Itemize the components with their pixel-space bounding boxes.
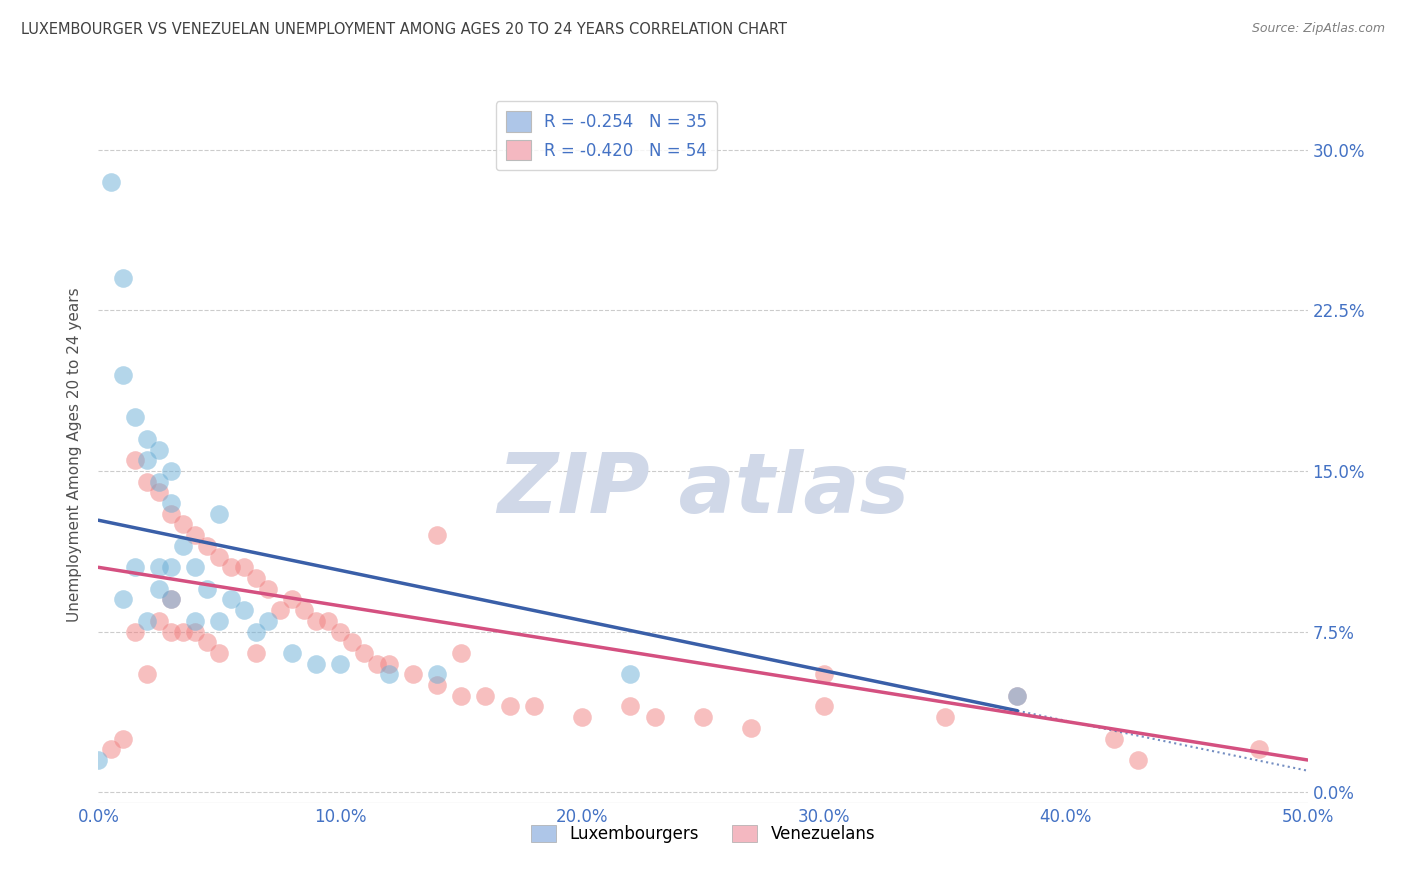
Point xyxy=(100,742,122,756)
Legend: R = -0.254   N = 35, R = -0.420   N = 54: R = -0.254 N = 35, R = -0.420 N = 54 xyxy=(495,102,717,170)
Point xyxy=(426,667,449,681)
Point xyxy=(111,592,134,607)
Text: LUXEMBOURGER VS VENEZUELAN UNEMPLOYMENT AMONG AGES 20 TO 24 YEARS CORRELATION CH: LUXEMBOURGER VS VENEZUELAN UNEMPLOYMENT … xyxy=(21,22,787,37)
Point xyxy=(135,667,157,681)
Point xyxy=(342,635,364,649)
Point xyxy=(353,646,375,660)
Point xyxy=(160,507,183,521)
Point xyxy=(281,646,304,660)
Point xyxy=(148,485,170,500)
Point xyxy=(377,667,399,681)
Point xyxy=(135,614,157,628)
Point xyxy=(124,410,146,425)
Point xyxy=(305,614,328,628)
Point xyxy=(135,432,157,446)
Point xyxy=(221,592,243,607)
Point xyxy=(172,517,194,532)
Point xyxy=(148,614,170,628)
Point xyxy=(256,614,278,628)
Point xyxy=(329,624,352,639)
Point xyxy=(160,592,183,607)
Point xyxy=(208,549,231,564)
Point xyxy=(571,710,593,724)
Point xyxy=(450,689,472,703)
Point xyxy=(450,646,472,660)
Point xyxy=(1128,753,1150,767)
Point xyxy=(269,603,291,617)
Point xyxy=(208,646,231,660)
Point xyxy=(1249,742,1271,756)
Point xyxy=(316,614,339,628)
Point xyxy=(281,592,304,607)
Point xyxy=(148,560,170,574)
Point xyxy=(148,475,170,489)
Point xyxy=(221,560,243,574)
Point xyxy=(619,667,641,681)
Point xyxy=(232,560,254,574)
Point xyxy=(135,475,157,489)
Point xyxy=(148,582,170,596)
Point xyxy=(232,603,254,617)
Point xyxy=(1007,689,1029,703)
Point xyxy=(160,592,183,607)
Point xyxy=(208,507,231,521)
Point xyxy=(426,678,449,692)
Point xyxy=(256,582,278,596)
Point xyxy=(160,464,183,478)
Point xyxy=(402,667,425,681)
Text: ZIP atlas: ZIP atlas xyxy=(496,450,910,530)
Text: Source: ZipAtlas.com: Source: ZipAtlas.com xyxy=(1251,22,1385,36)
Point xyxy=(523,699,546,714)
Point xyxy=(184,624,207,639)
Point xyxy=(245,624,267,639)
Point xyxy=(184,614,207,628)
Point xyxy=(619,699,641,714)
Point xyxy=(292,603,315,617)
Point xyxy=(172,539,194,553)
Point xyxy=(100,175,122,189)
Point xyxy=(160,560,183,574)
Point xyxy=(329,657,352,671)
Point xyxy=(377,657,399,671)
Point xyxy=(184,528,207,542)
Point xyxy=(245,646,267,660)
Point xyxy=(111,731,134,746)
Point xyxy=(813,699,835,714)
Point xyxy=(135,453,157,467)
Point xyxy=(644,710,666,724)
Point xyxy=(111,368,134,382)
Point xyxy=(124,560,146,574)
Point xyxy=(160,496,183,510)
Point xyxy=(172,624,194,639)
Point xyxy=(124,453,146,467)
Point xyxy=(305,657,328,671)
Point xyxy=(740,721,762,735)
Point xyxy=(208,614,231,628)
Point xyxy=(1007,689,1029,703)
Point xyxy=(366,657,388,671)
Point xyxy=(195,635,218,649)
Point xyxy=(160,624,183,639)
Point xyxy=(184,560,207,574)
Y-axis label: Unemployment Among Ages 20 to 24 years: Unemployment Among Ages 20 to 24 years xyxy=(67,287,83,623)
Point xyxy=(245,571,267,585)
Point xyxy=(1102,731,1125,746)
Point xyxy=(111,271,134,285)
Point xyxy=(195,539,218,553)
Point xyxy=(813,667,835,681)
Point xyxy=(498,699,520,714)
Point xyxy=(934,710,956,724)
Point xyxy=(87,753,110,767)
Point xyxy=(195,582,218,596)
Point xyxy=(426,528,449,542)
Point xyxy=(124,624,146,639)
Point xyxy=(692,710,714,724)
Point xyxy=(148,442,170,457)
Point xyxy=(474,689,496,703)
